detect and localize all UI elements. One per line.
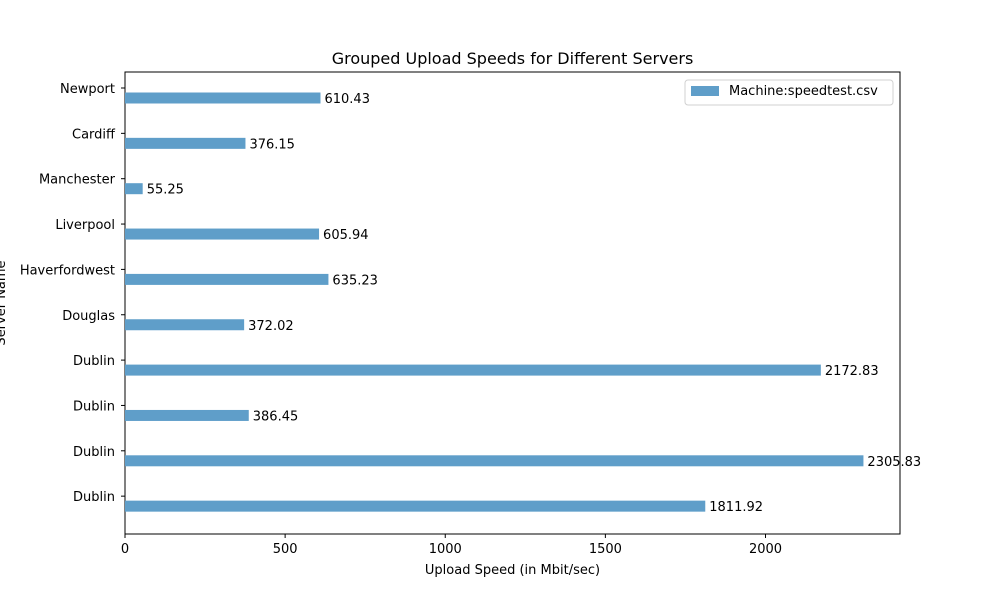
bar (125, 455, 864, 467)
y-tick-label: Dublin (73, 399, 115, 414)
y-tick-label: Dublin (73, 445, 115, 460)
y-axis: Newport Cardiff Manchester Liverpool Haverfo… (20, 82, 125, 505)
bar-value-label: 635.23 (332, 273, 378, 288)
bar (125, 319, 245, 331)
x-tick-label: 1000 (429, 542, 462, 557)
chart-title: Grouped Upload Speeds for Different Serv… (332, 49, 694, 68)
x-axis-label: Upload Speed (in Mbit/sec) (425, 563, 600, 578)
y-tick-label: Cardiff (72, 127, 116, 142)
bar-value-label: 372.02 (248, 319, 294, 334)
bar-value-label: 2172.83 (825, 364, 879, 379)
x-tick-label: 1500 (589, 542, 622, 557)
x-tick-label: 500 (273, 542, 298, 557)
y-axis-label: Server Name (0, 260, 9, 345)
x-tick-label: 2000 (749, 542, 782, 557)
bar-value-label: 55.25 (147, 183, 184, 198)
bar-value-label: 376.15 (249, 137, 294, 152)
bars-group: 610.43 376.15 55.25 605.94 635.23 372.02 2172.… (125, 92, 921, 515)
bar-value-label: 386.45 (253, 409, 299, 424)
bar (125, 183, 143, 195)
plot-area (124, 71, 901, 535)
y-tick-label: Manchester (39, 173, 116, 188)
y-tick-label: Haverfordwest (20, 263, 115, 278)
bar-value-label: 605.94 (323, 228, 369, 243)
bar (125, 409, 249, 421)
legend: Machine:speedtest.csv (684, 79, 894, 106)
y-tick-label: Newport (60, 82, 115, 97)
bar (125, 500, 706, 512)
y-tick-label: Dublin (73, 354, 115, 369)
bar (125, 273, 329, 285)
y-tick-label: Liverpool (55, 218, 115, 233)
legend-frame (684, 79, 894, 106)
bar (125, 137, 246, 149)
y-tick-label: Dublin (73, 490, 115, 505)
bar (125, 228, 320, 240)
bar-value-label: 2305.83 (867, 455, 921, 470)
bar (125, 92, 321, 104)
y-tick-label: Douglas (62, 309, 115, 324)
bar-value-label: 1811.92 (709, 500, 763, 515)
x-tick-label: 0 (121, 542, 129, 557)
legend-swatch (691, 86, 719, 96)
x-axis: 0 500 1000 1500 2000 (121, 534, 782, 557)
bar-value-label: 610.43 (324, 92, 370, 107)
bar (125, 364, 821, 376)
legend-label: Machine:speedtest.csv (729, 84, 878, 99)
